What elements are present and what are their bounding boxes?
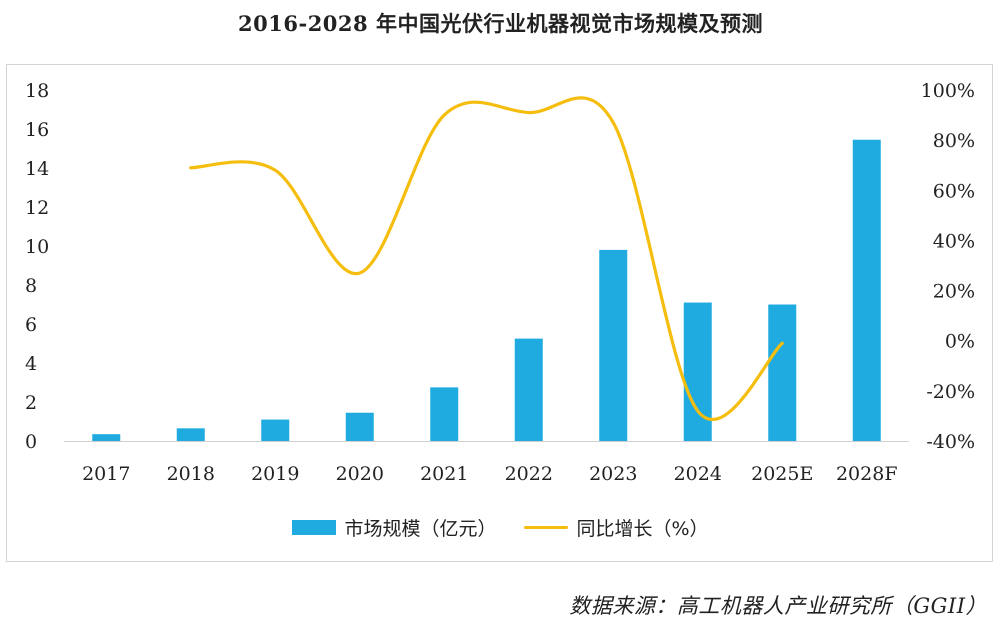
y-left-tick-label: 2 [25,392,37,414]
x-tick-label: 2021 [420,463,468,485]
y-left-tick-label: 6 [25,314,37,336]
bar-2018 [176,428,205,441]
y-left-tick-label: 14 [25,158,49,180]
y-right-tick-label: -20% [926,381,975,403]
bar-2019 [261,419,290,441]
bar-2020 [345,412,374,441]
x-tick-label: 2017 [82,463,130,485]
bar-2028F [852,139,881,441]
legend-item-growth: 同比增长（%） [524,514,709,541]
legend-item-market-size: 市场规模（亿元） [292,514,496,541]
x-tick-label: 2018 [167,463,215,485]
y-left-tick-label: 12 [25,197,49,219]
y-right-tick-label: 60% [933,180,975,202]
legend-bar-swatch [292,520,337,535]
y-left-tick-label: 18 [25,80,49,102]
legend-label-market-size: 市场规模（亿元） [344,518,497,540]
y-right-tick-label: -40% [926,431,975,453]
y-left-tick-label: 8 [25,275,37,297]
x-tick-label: 2019 [251,463,299,485]
bar-2022 [514,338,543,441]
source-note: 数据来源：高工机器人产业研究所（GGII） [569,594,987,618]
bar-2025E [768,304,797,441]
x-tick-label: 2024 [674,463,722,485]
y-right-tick-label: 40% [933,230,975,252]
legend-line-swatch [524,526,569,529]
chart-frame [6,64,993,562]
y-right-tick-label: 0% [945,331,975,353]
bar-2017 [92,434,121,441]
y-left-tick-label: 10 [25,236,49,258]
x-tick-label: 2025E [751,463,813,485]
y-left-tick-label: 16 [25,119,49,141]
bar-2021 [430,387,459,441]
y-right-tick-label: 80% [933,130,975,152]
chart-legend: 市场规模（亿元） 同比增长（%） [0,514,1001,541]
y-left-tick-label: 4 [25,353,37,375]
x-tick-label: 2028F [836,463,898,485]
bar-2023 [599,249,628,441]
y-left-tick-label: 0 [25,431,37,453]
legend-label-growth: 同比增长（%） [576,518,709,540]
chart-title: 2016-2028 年中国光伏行业机器视觉市场规模及预测 [238,11,763,36]
x-tick-label: 2023 [589,463,637,485]
growth-line [189,96,784,422]
x-tick-label: 2020 [336,463,384,485]
x-tick-label: 2022 [505,463,553,485]
y-right-tick-label: 20% [933,281,975,303]
y-right-tick-label: 100% [921,80,975,102]
